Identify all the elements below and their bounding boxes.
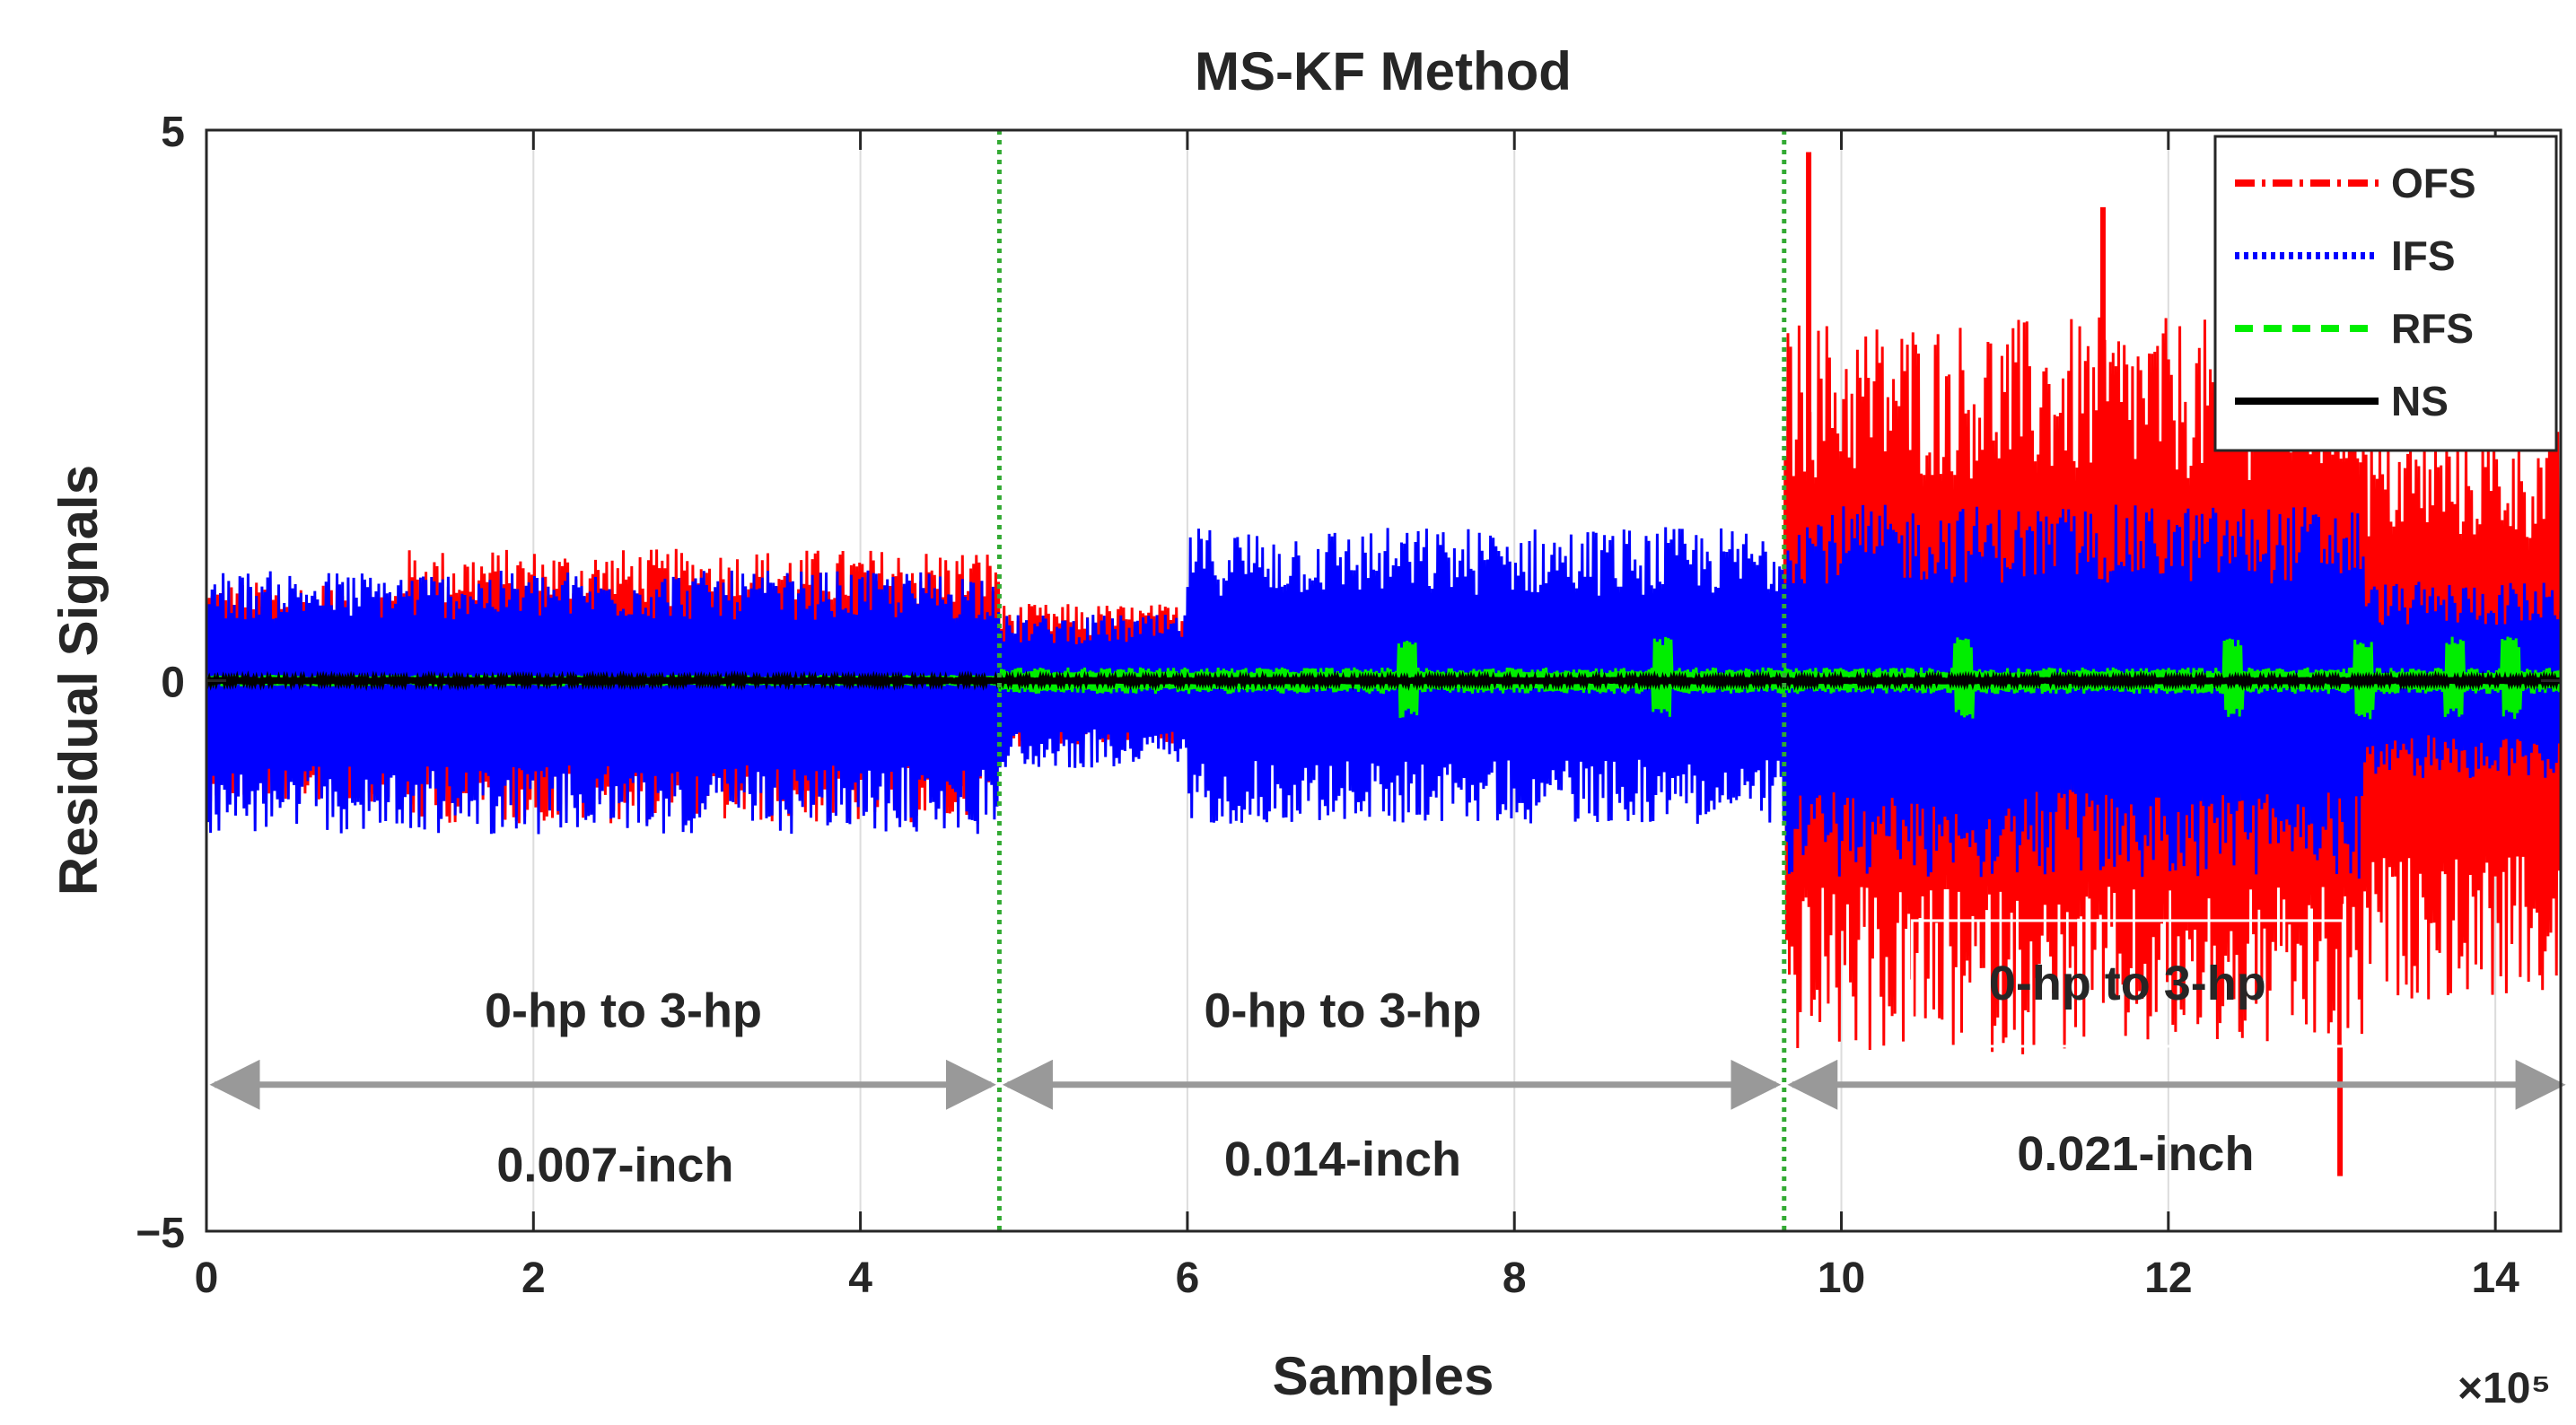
legend-label: IFS xyxy=(2391,232,2456,279)
legend-label: OFS xyxy=(2391,160,2476,206)
annotation-text: 0.021-inch xyxy=(2017,1127,2254,1181)
annotation-text: 0-hp to 3-hp xyxy=(485,984,762,1038)
legend-label: NS xyxy=(2391,378,2449,424)
series-ns xyxy=(206,669,2561,692)
x-tick-label: 10 xyxy=(1818,1255,1865,1302)
legend-label: RFS xyxy=(2391,305,2474,352)
series-line xyxy=(206,669,2561,692)
annotation-text: 0-hp to 3-hp xyxy=(1204,984,1481,1038)
y-tick-label: −5 xyxy=(136,1210,185,1257)
legend-item-rfs: RFS xyxy=(2235,305,2474,352)
x-tick-label: 0 xyxy=(195,1255,219,1302)
tick-layer: 0 2 4 6 8 10 12 14−505 xyxy=(136,109,2561,1302)
legend-item-ifs: IFS xyxy=(2235,232,2456,279)
y-tick-label: 0 xyxy=(161,660,185,707)
annotation-text: 0.007-inch xyxy=(496,1138,733,1192)
series-line xyxy=(206,504,2561,879)
x-axis-exponent: ×10⁵ xyxy=(2458,1365,2551,1412)
series-ifs xyxy=(206,504,2561,879)
y-axis-title: Residual Signals xyxy=(48,465,109,896)
x-tick-label: 6 xyxy=(1176,1255,1200,1302)
legend: OFS IFS RFS NS xyxy=(2213,135,2558,452)
y-tick-label: 5 xyxy=(161,109,185,156)
legend-item-ofs: OFS xyxy=(2235,160,2476,206)
legend-item-ns: NS xyxy=(2235,378,2449,424)
x-axis-title: Samples xyxy=(1273,1346,1494,1406)
annotation-text: 0-hp to 3-hp xyxy=(1989,957,2266,1010)
annotation-text: 0.014-inch xyxy=(1224,1132,1461,1186)
x-tick-label: 12 xyxy=(2144,1255,2192,1302)
annotation-layer: 0-hp to 3-hp 0.007-inch 0-hp to 3-hp 0.014-… xyxy=(209,919,2566,1192)
x-tick-label: 4 xyxy=(848,1255,872,1302)
annotation-box xyxy=(1910,919,2344,1048)
x-tick-label: 2 xyxy=(521,1255,546,1302)
x-tick-label: 14 xyxy=(2471,1255,2519,1302)
signal-layer xyxy=(206,152,2561,1176)
x-tick-label: 8 xyxy=(1503,1255,1527,1302)
chart-title: MS-KF Method xyxy=(1195,41,1572,101)
